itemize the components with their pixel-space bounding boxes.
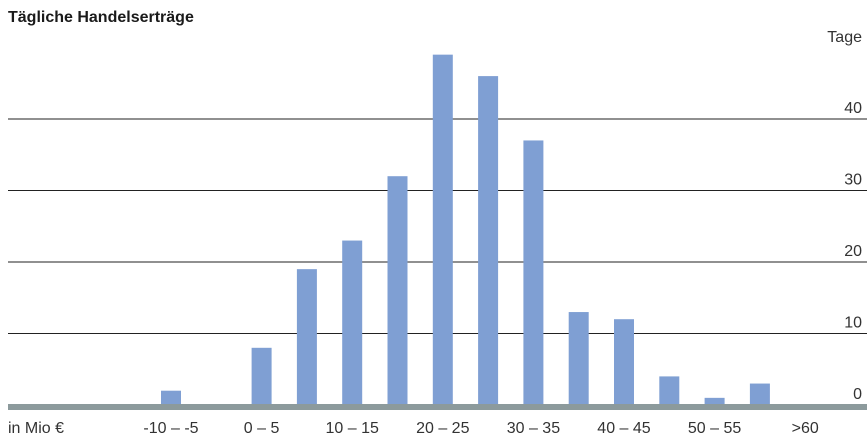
bar [387,176,408,405]
y-tick-label: 30 [844,172,862,189]
x-tick-label: 30 – 35 [507,420,560,437]
bar [342,240,363,405]
x-tick-label: 10 – 15 [326,420,379,437]
x-tick-label: >60 [792,420,819,437]
x-tick-label: -10 – -5 [143,420,198,437]
bars [161,54,770,406]
bar [296,269,317,405]
x-tick-label: 20 – 25 [416,420,469,437]
bar [704,397,725,405]
bar [432,54,453,406]
bar [251,347,272,405]
y-tick-label: 20 [844,243,862,260]
bar [614,319,634,405]
bar [749,383,770,405]
x-axis-baseline [8,404,867,410]
axis: 0 10 20 30 40 -10 – -5 0 – 5 10 – 15 20 – 25 30 –… [8,100,867,437]
y-tick-label: 0 [853,386,862,403]
y-tick-label: 10 [844,315,862,332]
bar [161,390,181,405]
bar [478,76,499,405]
bar [659,376,680,405]
y-axis-label: Tage [827,29,862,46]
bar [568,312,589,405]
y-tick-label: 40 [844,100,862,117]
bar [523,140,544,405]
x-tick-label: 0 – 5 [244,420,280,437]
x-tick-label: 50 – 55 [688,420,741,437]
x-tick-label: 40 – 45 [597,420,650,437]
x-axis-label: in Mio € [8,420,64,437]
chart-title: Tägliche Handelserträge [8,9,194,26]
